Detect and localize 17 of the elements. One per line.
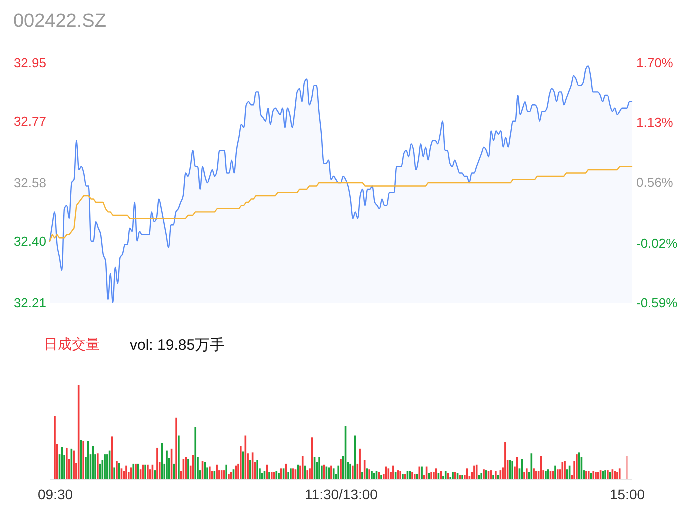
y-tick-label: 32.95 [14, 56, 46, 70]
y2-tick-label: -0.59% [636, 296, 678, 310]
x-tick-label: 11:30/13:00 [305, 486, 378, 502]
text: vol: 19.85万手 [130, 337, 226, 354]
y-tick-label: 32.21 [14, 296, 46, 310]
x-tick-label: 09:30 [38, 486, 74, 502]
y2-tick-label: 1.13% [636, 115, 674, 130]
y2-tick-label: 1.70% [636, 56, 674, 70]
y-tick-label: 32.40 [14, 234, 46, 249]
x-tick-label: 15:00 [610, 486, 646, 502]
chart-title: 002422.SZ [13, 11, 107, 32]
line-series [49, 166, 633, 242]
y2-tick-label: -0.02% [636, 236, 678, 251]
y-tick-label: 32.77 [14, 114, 46, 129]
text: 日成交量 [44, 336, 100, 352]
y2-tick-label: 0.56% [636, 174, 674, 190]
y-tick-label: 32.58 [14, 176, 46, 190]
